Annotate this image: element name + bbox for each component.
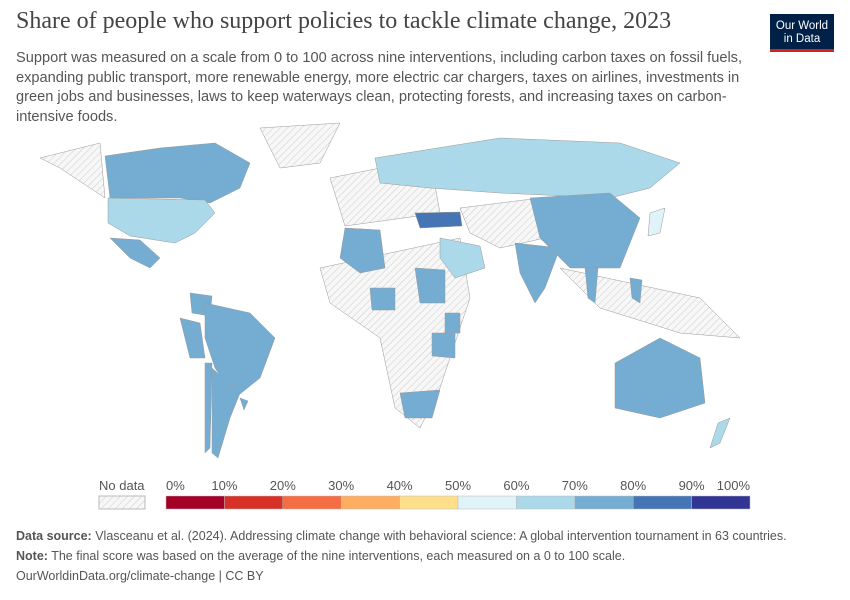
legend-bin-7[interactable]	[574, 495, 634, 510]
country-india[interactable]	[514, 242, 561, 304]
country-china[interactable]	[529, 192, 641, 269]
footer-source: Data source: Vlasceanu et al. (2024). Ad…	[16, 529, 787, 543]
country-south-africa[interactable]	[399, 389, 441, 419]
chart-subtitle: Support was measured on a scale from 0 t…	[16, 50, 743, 125]
legend-bin-6[interactable]	[516, 495, 576, 510]
chart-title: Share of people who support policies to …	[16, 8, 672, 34]
country-united-states[interactable]	[107, 197, 216, 244]
country-sudan[interactable]	[414, 267, 446, 304]
legend-tick-label: 100%	[717, 478, 751, 493]
no-data-region[interactable]	[459, 197, 546, 249]
legend-tick-label: 70%	[562, 478, 588, 493]
country-peru[interactable]	[179, 317, 206, 359]
legend-bin-8[interactable]	[632, 495, 692, 510]
legend-tick-label: 0%	[166, 478, 185, 493]
legend-tick-label: 40%	[387, 478, 413, 493]
legend-bin-1[interactable]	[224, 495, 284, 510]
logo-line1: Our World	[775, 20, 829, 32]
legend-bin-5[interactable]	[457, 495, 517, 510]
legend-tick-label: 30%	[328, 478, 354, 493]
legend-tick-label: 50%	[445, 478, 471, 493]
footer-note: Note: The final score was based on the a…	[16, 549, 625, 563]
map-legend: No data 0% 10% 20% 30% 40% 50% 60% 70% 80% 90% 100…	[98, 478, 751, 510]
country-russia[interactable]	[374, 137, 681, 199]
legend-tick-label: 90%	[679, 478, 705, 493]
logo-line2: in Data	[783, 33, 821, 45]
footer-link[interactable]: OurWorldinData.org/climate-change | CC B…	[16, 569, 264, 583]
owid-logo[interactable]: Our World in Data	[770, 14, 834, 52]
legend-no-data-swatch	[98, 495, 146, 510]
country-turkey[interactable]	[414, 211, 463, 229]
legend-bin-4[interactable]	[399, 495, 459, 510]
country-kenya[interactable]	[444, 312, 461, 334]
legend-bin-9[interactable]	[691, 495, 751, 510]
country-chile[interactable]	[204, 362, 213, 454]
country-uruguay[interactable]	[239, 397, 249, 411]
country-japan[interactable]	[647, 207, 666, 237]
legend-tick-label: 80%	[620, 478, 646, 493]
legend-tick-label: 60%	[503, 478, 529, 493]
country-new-zealand[interactable]	[709, 417, 731, 449]
country-saudi-arabia[interactable]	[439, 237, 486, 279]
legend-tick-label: 20%	[270, 478, 296, 493]
legend-bin-2[interactable]	[282, 495, 342, 510]
source-text: Vlasceanu et al. (2024). Addressing clim…	[95, 529, 787, 543]
country-philippines[interactable]	[629, 277, 643, 304]
note-label: Note:	[16, 549, 48, 563]
note-text: The final score was based on the average…	[51, 549, 626, 563]
country-tanzania[interactable]	[431, 332, 456, 359]
legend-bin-3[interactable]	[340, 495, 400, 510]
country-mexico[interactable]	[109, 237, 161, 269]
country-nigeria[interactable]	[369, 287, 396, 311]
source-label: Data source:	[16, 529, 92, 543]
country-brazil[interactable]	[204, 302, 276, 399]
country-thailand[interactable]	[584, 267, 599, 304]
legend-tick-label: 10%	[211, 478, 237, 493]
country-canada[interactable]	[104, 142, 251, 204]
country-algeria[interactable]	[339, 227, 386, 274]
legend-bin-0[interactable]	[165, 495, 225, 510]
legend-no-data-label: No data	[99, 478, 145, 493]
country-australia[interactable]	[614, 337, 706, 419]
no-data-region[interactable]	[39, 142, 106, 199]
world-map	[39, 122, 741, 459]
no-data-region[interactable]	[259, 122, 341, 169]
country-argentina[interactable]	[211, 367, 241, 459]
